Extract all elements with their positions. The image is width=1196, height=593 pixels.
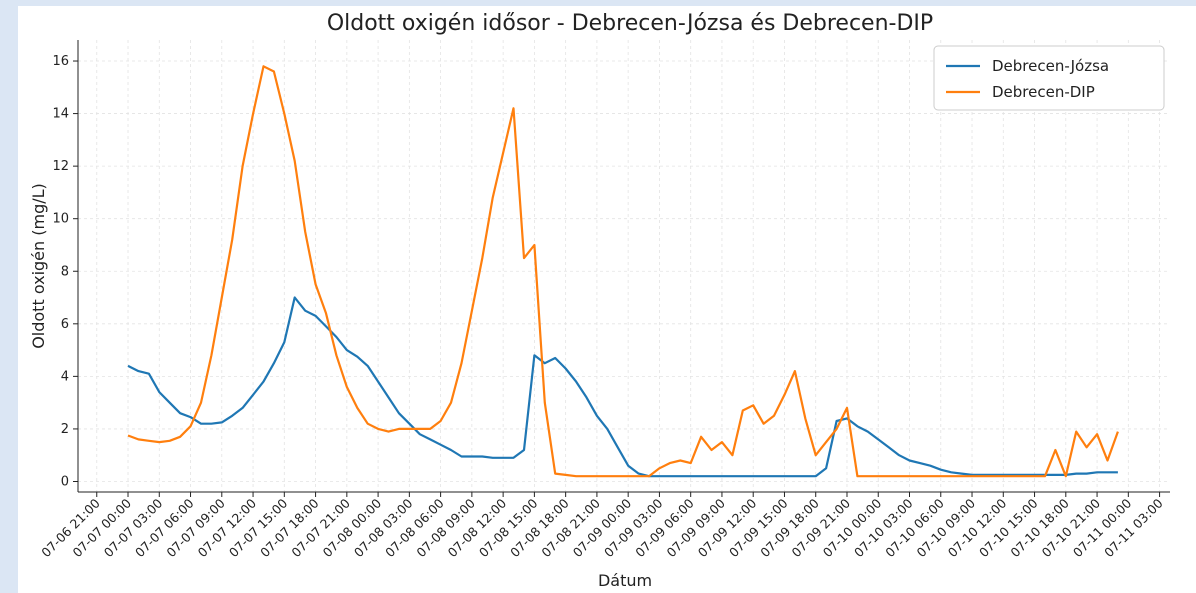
- y-tick-label: 2: [61, 422, 69, 437]
- y-tick-label: 14: [52, 107, 69, 122]
- y-axis-label: Oldott oxigén (mg/L): [29, 183, 48, 349]
- y-tick-label: 0: [61, 474, 69, 489]
- x-axis-label: Dátum: [598, 571, 652, 590]
- legend-box: [933, 45, 1165, 111]
- y-tick-label: 6: [61, 317, 69, 332]
- chart-title: Oldott oxigén idősor - Debrecen-Józsa és…: [327, 11, 933, 36]
- data-line: [127, 296, 1118, 478]
- data-line: [127, 65, 1119, 478]
- y-tick-label: 16: [52, 54, 69, 69]
- y-tick-label: 10: [52, 212, 69, 227]
- legend-label: Debrecen-Józsa: [992, 57, 1109, 75]
- y-tick-label: 8: [61, 264, 69, 279]
- y-tick-label: 4: [61, 369, 69, 384]
- legend-label: Debrecen-DIP: [992, 83, 1095, 101]
- y-tick-label: 12: [52, 159, 69, 174]
